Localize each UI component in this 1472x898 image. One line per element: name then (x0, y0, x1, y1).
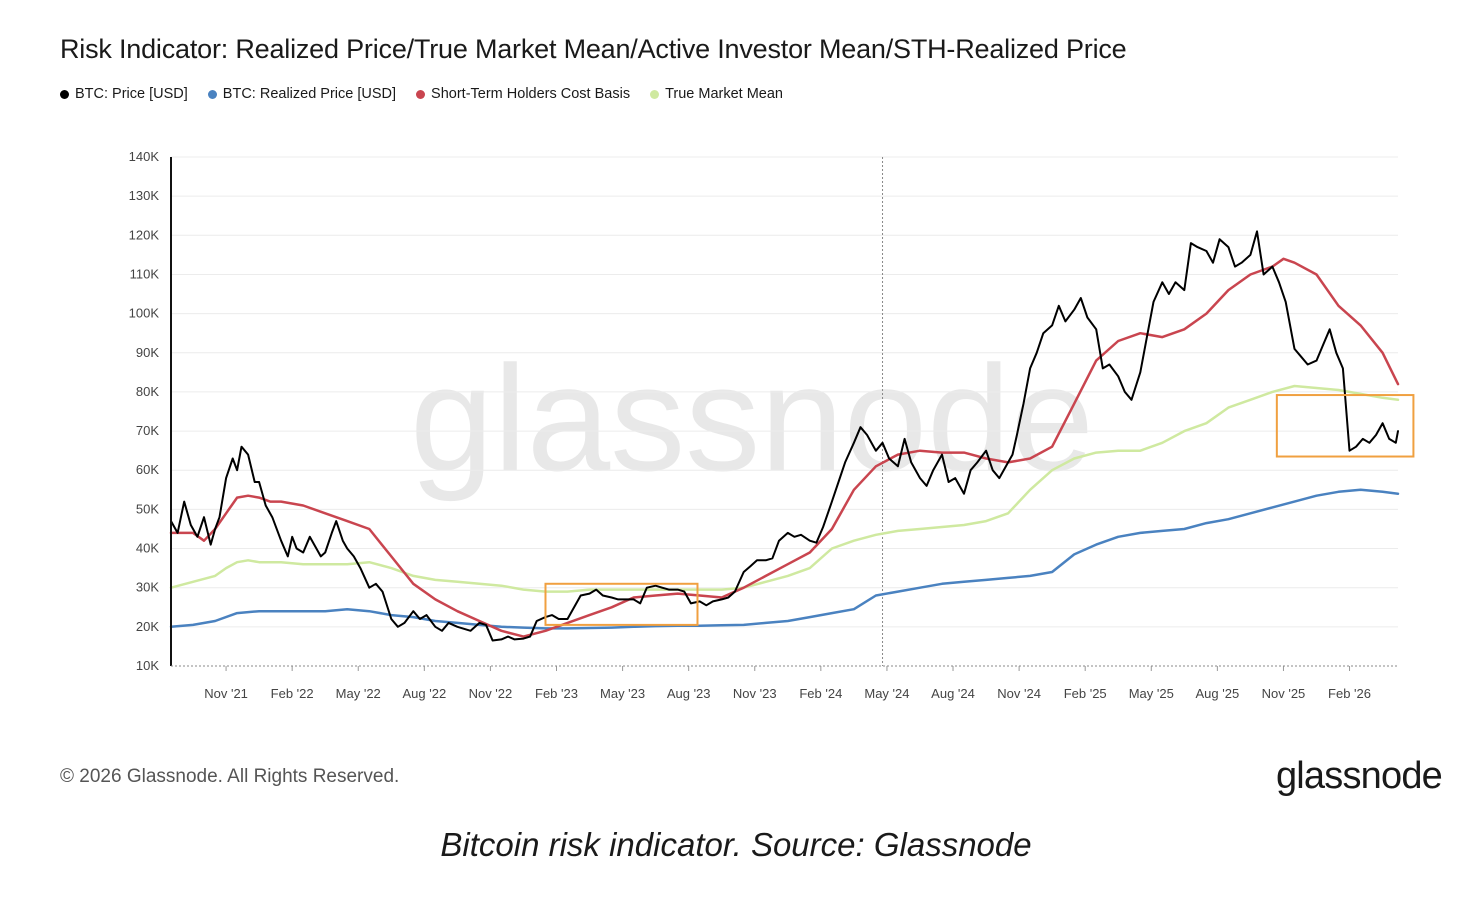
legend-label-sth-cost-basis: Short-Term Holders Cost Basis (431, 86, 631, 102)
y-tick-label: 110K (130, 266, 160, 281)
x-tick-label: Aug '23 (667, 686, 711, 701)
copyright-notice: © 2026 Glassnode. All Rights Reserved. (60, 766, 400, 787)
y-axis-ticks: 10K 20K 30K 40K 50K 60K 70K 80K 90K 100K 110K 120K 1… (129, 149, 160, 673)
y-tick-label: 120K (129, 227, 160, 242)
highlight-box (1275, 394, 1415, 458)
series-line-true-market-mean[interactable] (169, 384, 1400, 593)
legend-label-true-market-mean: True Market Mean (665, 86, 783, 102)
legend-dot-sth-cost-basis (416, 89, 426, 99)
x-tick-label: Feb '24 (799, 686, 842, 701)
brand-logo: glassnode (1275, 755, 1443, 797)
legend-item-realized-price[interactable]: BTC: Realized Price [USD] (207, 86, 397, 102)
legend-dot-true-market-mean (650, 89, 660, 99)
x-tick-label: May '24 (864, 686, 909, 701)
y-tick-label: 10K (136, 658, 159, 673)
watermark: glassnode (410, 334, 1094, 502)
x-tick-label: Nov '22 (469, 686, 513, 701)
series (169, 230, 1400, 642)
y-tick-label: 90K (136, 345, 159, 360)
x-tick-label: Feb '23 (535, 686, 578, 701)
legend-label-realized-price: BTC: Realized Price [USD] (222, 86, 397, 102)
highlight-boxes (544, 394, 1415, 626)
x-tick-label: Feb '22 (271, 686, 314, 701)
x-tick-label: Nov '25 (1262, 686, 1306, 701)
x-tick-label: May '25 (1129, 686, 1174, 701)
y-tick-label: 50K (136, 501, 159, 516)
y-tick-label: 60K (136, 462, 159, 477)
y-tick-label: 30K (136, 580, 159, 595)
x-axis-ticks: Nov '21 Feb '22 May '22 Aug '22 Nov '22 Feb '… (204, 666, 1371, 701)
x-tick-label: Aug '22 (402, 686, 446, 701)
figure-caption: Bitcoin risk indicator. Source: Glassnod… (440, 826, 1032, 863)
legend-dot-btc-price (60, 89, 69, 99)
legend: BTC: Price [USD] BTC: Realized Price [US… (60, 86, 783, 102)
y-tick-label: 40K (136, 541, 159, 556)
y-tick-label: 70K (136, 423, 159, 438)
x-tick-label: Nov '23 (733, 686, 777, 701)
x-tick-label: Aug '25 (1196, 686, 1240, 701)
legend-dot-realized-price (207, 89, 217, 99)
x-tick-label: Feb '25 (1064, 686, 1107, 701)
y-tick-label: 130K (129, 188, 160, 203)
x-tick-label: Nov '21 (204, 686, 248, 701)
legend-label-btc-price: BTC: Price [USD] (75, 86, 188, 102)
legend-item-sth-cost-basis[interactable]: Short-Term Holders Cost Basis (416, 86, 630, 102)
x-tick-label: May '23 (600, 686, 645, 701)
x-tick-label: Aug '24 (931, 686, 975, 701)
y-tick-label: 140K (129, 149, 160, 164)
series-line-realized-price[interactable] (169, 488, 1400, 630)
x-tick-label: Nov '24 (997, 686, 1041, 701)
y-tick-label: 100K (129, 306, 160, 321)
x-tick-label: Feb '26 (1328, 686, 1371, 701)
chart-title: Risk Indicator: Realized Price/True Mark… (60, 34, 1127, 64)
y-tick-label: 80K (136, 384, 159, 399)
grid (171, 156, 1398, 628)
legend-item-true-market-mean[interactable]: True Market Mean (650, 86, 783, 102)
y-tick-label: 20K (136, 619, 159, 634)
legend-item-btc-price[interactable]: BTC: Price [USD] (60, 86, 188, 102)
series-line-sth-cost-basis[interactable] (169, 257, 1400, 638)
series-line-btc-price[interactable] (170, 230, 1399, 642)
highlight-box (544, 582, 699, 626)
x-tick-label: May '22 (336, 686, 381, 701)
axes (170, 157, 1398, 667)
